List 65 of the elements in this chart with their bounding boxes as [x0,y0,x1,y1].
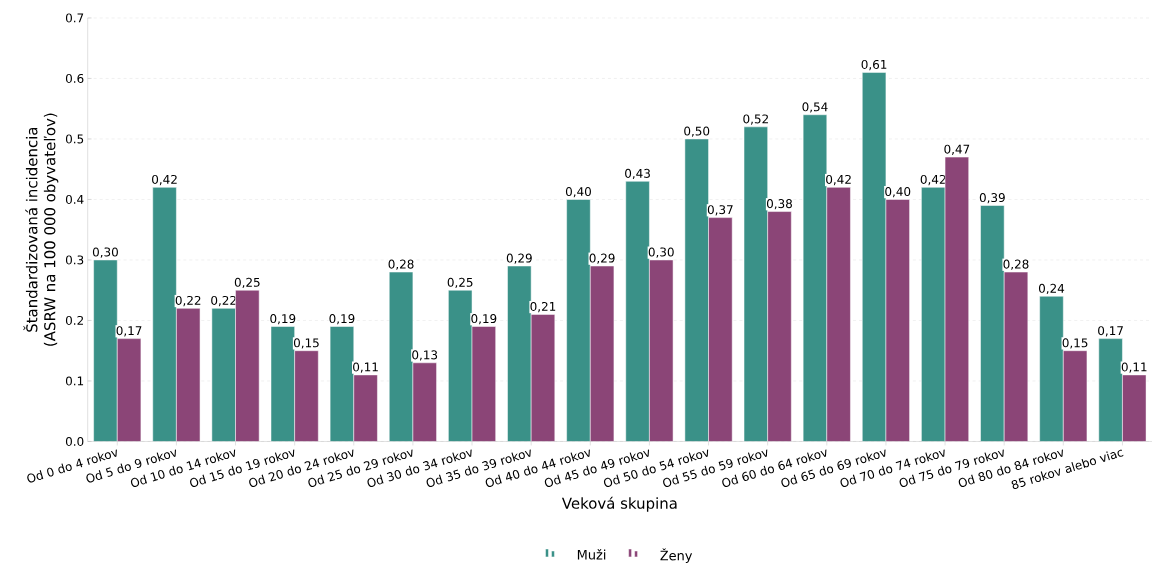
legend-label: Muži [577,549,606,560]
bar [1063,350,1088,442]
data-label: 0,19 [270,314,296,325]
y-tick-label: 0.2 [65,315,83,325]
data-label: 0,17 [1098,326,1123,337]
data-label: 0,29 [506,253,532,264]
y-tick-label: 0.0 [65,436,84,446]
bar [176,308,201,442]
data-label: 0,19 [471,314,497,325]
bar [294,350,319,442]
data-label: 0,29 [589,253,615,264]
bar [530,314,556,442]
bar [235,289,260,442]
data-label: 0,15 [293,338,319,349]
bar [471,326,496,442]
bar [826,187,851,442]
data-label: 0,21 [530,301,556,313]
data-label: 0,22 [211,295,236,307]
data-label: 0,30 [92,247,118,258]
data-label: 0,22 [175,295,201,307]
y-tick-label: 0.1 [65,376,84,386]
bar [944,156,969,442]
data-label: 0,40 [565,186,591,198]
bar [885,199,910,442]
data-label: 0,40 [885,186,911,198]
data-label: 0,30 [648,247,674,258]
data-label: 0,42 [920,174,946,186]
bar [1122,374,1147,442]
y-tick-label: 0.4 [65,194,84,204]
y-axis-title: Štandardizovaná incidencia (ASRW na 100 000 obyvateľov) [23,113,59,346]
bar [590,265,615,442]
data-label: 0,28 [1003,259,1029,270]
legend-label: Ženy [660,548,693,563]
data-label: 0,42 [826,174,851,186]
data-label: 0,13 [412,350,438,361]
bar [1003,271,1029,442]
data-label: 0,43 [625,168,650,180]
data-label: 0,11 [353,362,378,373]
data-label: 0,24 [1038,283,1065,295]
data-label: 0,50 [684,126,710,137]
y-tick-label: 0.7 [65,13,84,23]
data-label: 0,25 [234,277,260,288]
data-label: 0,37 [707,205,733,216]
data-label: 0,42 [152,174,177,186]
data-label: 0,38 [766,199,792,210]
y-tick-label: 0.5 [65,134,84,144]
data-label: 0,28 [388,259,414,270]
bar [649,259,674,442]
bar [708,217,733,442]
data-label: 0,15 [1062,338,1088,349]
data-label: 0,25 [447,277,473,288]
data-label: 0,19 [329,314,355,325]
y-tick-label: 0.3 [65,255,84,265]
x-axis-title: Veková skupina [561,496,677,512]
bar [117,338,142,442]
bar [353,374,378,442]
data-label: 0,11 [1121,362,1147,373]
data-label: 0,54 [802,102,828,113]
y-tick-label: 0.6 [65,73,84,83]
data-label: 0,17 [116,326,142,337]
data-label: 0,52 [743,114,768,125]
data-label: 0,47 [944,144,970,155]
data-label: 0,61 [861,59,887,71]
bar [412,362,437,442]
data-label: 0,39 [979,193,1005,204]
